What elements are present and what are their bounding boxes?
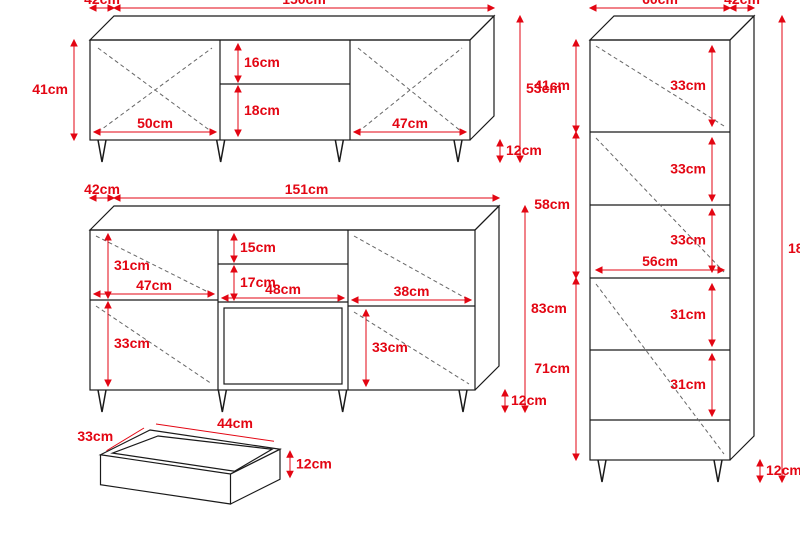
h-dimension: 150cm: [114, 0, 494, 11]
v-dimension: 83cm: [522, 206, 567, 412]
dimension-label: 12cm: [766, 462, 800, 478]
h-dimension: 42cm: [84, 0, 120, 11]
dimension-label: 33cm: [670, 232, 706, 248]
dimension-label: 18cm: [244, 102, 280, 118]
v-dimension: 33cm: [363, 310, 408, 386]
v-dimension: 31cm: [670, 284, 715, 346]
dimension-label: 41cm: [32, 81, 68, 97]
dimension-label: 47cm: [392, 115, 428, 131]
dimension-label: 33cm: [77, 428, 113, 444]
dimension-label: 58cm: [534, 196, 570, 212]
dimension-label: 41cm: [534, 77, 570, 93]
dimension-label: 38cm: [394, 283, 430, 299]
h-dimension: 47cm: [94, 277, 214, 297]
dimension-label: 44cm: [217, 415, 253, 431]
dimension-label: 83cm: [531, 300, 567, 316]
dimension-label: 31cm: [670, 376, 706, 392]
dimension-label: 151cm: [285, 181, 329, 197]
v-dimension: 183cm: [779, 16, 800, 482]
dimension-label: 42cm: [84, 181, 120, 197]
dimension-label: 12cm: [506, 142, 542, 158]
h-dimension: 56cm: [596, 253, 724, 273]
dimension-label: 60cm: [642, 0, 678, 7]
dimension-label: 42cm: [84, 0, 120, 7]
dimension-label: 12cm: [296, 455, 332, 471]
v-dimension: 41cm: [534, 40, 579, 132]
v-dimension: 33cm: [105, 302, 150, 386]
v-dimension: 31cm: [670, 354, 715, 416]
drawer-diagram: 33cm 44cm: [77, 415, 280, 504]
v-dimension: 16cm: [235, 44, 280, 82]
sideboard-diagram: [90, 206, 499, 412]
h-dimension: 60cm: [590, 0, 730, 11]
h-dimension: 47cm: [354, 115, 466, 135]
v-dimension: 18cm: [235, 86, 280, 136]
dimension-label: 183cm: [788, 240, 800, 256]
v-dimension: 15cm: [231, 234, 276, 262]
h-dimension: 42cm: [724, 0, 760, 11]
dimension-label: 50cm: [137, 115, 173, 131]
dimension-label: 150cm: [282, 0, 326, 7]
h-dimension: 38cm: [352, 283, 471, 303]
dimension-label: 12cm: [511, 392, 547, 408]
h-dimension: 151cm: [114, 181, 499, 201]
dimension-label: 33cm: [114, 335, 150, 351]
dimension-label: 31cm: [670, 306, 706, 322]
dimension-label: 48cm: [265, 281, 301, 297]
dimension-label: 15cm: [240, 239, 276, 255]
dimension-label: 16cm: [244, 54, 280, 70]
dimension-label: 33cm: [670, 161, 706, 177]
dimension-label: 56cm: [642, 253, 678, 269]
dimension-label: 31cm: [114, 257, 150, 273]
v-dimension: 33cm: [670, 46, 715, 126]
dimension-label: 33cm: [372, 339, 408, 355]
v-dimension: 33cm: [670, 138, 715, 201]
dimension-label: 71cm: [534, 360, 570, 376]
tv-unit-diagram: [90, 16, 494, 162]
v-dimension: 12cm: [287, 451, 332, 477]
h-dimension: 50cm: [94, 115, 216, 135]
dimension-label: 47cm: [136, 277, 172, 293]
dimension-label: 42cm: [724, 0, 760, 7]
v-dimension: 12cm: [757, 460, 800, 482]
dimension-label: 33cm: [670, 77, 706, 93]
v-dimension: 41cm: [32, 40, 77, 140]
